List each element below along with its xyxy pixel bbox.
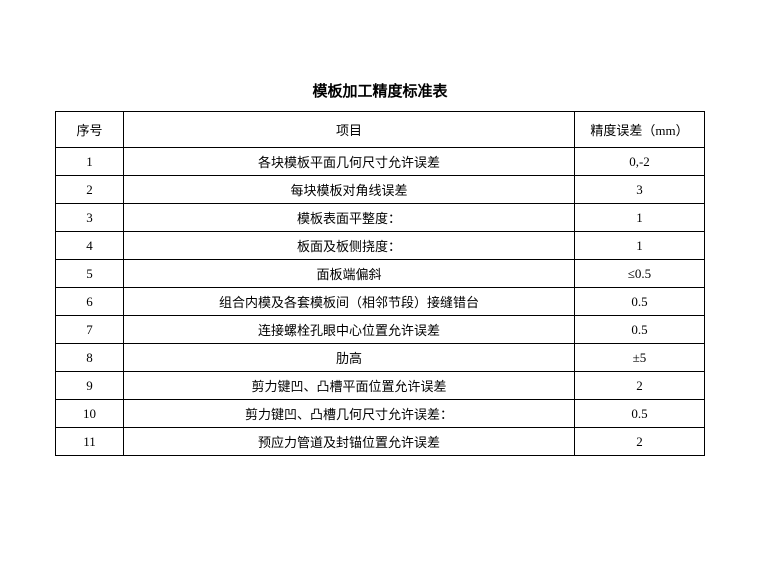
header-precision: 精度误差（mm） (575, 112, 705, 148)
cell-precision: 2 (575, 372, 705, 400)
cell-precision: 3 (575, 176, 705, 204)
cell-item: 肋高 (124, 344, 575, 372)
cell-item: 预应力管道及封锚位置允许误差 (124, 428, 575, 456)
cell-item: 剪力键凹、凸槽几何尺寸允许误差： (124, 400, 575, 428)
cell-item: 模板表面平整度： (124, 204, 575, 232)
cell-seq: 2 (56, 176, 124, 204)
table-row: 4板面及板侧挠度：1 (56, 232, 705, 260)
cell-seq: 7 (56, 316, 124, 344)
cell-precision: 2 (575, 428, 705, 456)
cell-item: 剪力键凹、凸槽平面位置允许误差 (124, 372, 575, 400)
cell-seq: 3 (56, 204, 124, 232)
table-row: 8肋高±5 (56, 344, 705, 372)
cell-item: 各块模板平面几何尺寸允许误差 (124, 148, 575, 176)
header-item: 项目 (124, 112, 575, 148)
table-row: 7连接螺栓孔眼中心位置允许误差0.5 (56, 316, 705, 344)
cell-seq: 8 (56, 344, 124, 372)
cell-seq: 1 (56, 148, 124, 176)
cell-item: 连接螺栓孔眼中心位置允许误差 (124, 316, 575, 344)
table-header-row: 序号 项目 精度误差（mm） (56, 112, 705, 148)
table-row: 10剪力键凹、凸槽几何尺寸允许误差：0.5 (56, 400, 705, 428)
cell-item: 组合内模及各套模板间（相邻节段）接缝错台 (124, 288, 575, 316)
cell-seq: 5 (56, 260, 124, 288)
table-row: 1各块模板平面几何尺寸允许误差0,-2 (56, 148, 705, 176)
cell-precision: 0.5 (575, 288, 705, 316)
cell-seq: 6 (56, 288, 124, 316)
table-row: 9剪力键凹、凸槽平面位置允许误差2 (56, 372, 705, 400)
table-row: 6组合内模及各套模板间（相邻节段）接缝错台0.5 (56, 288, 705, 316)
cell-item: 面板端偏斜 (124, 260, 575, 288)
cell-precision: 0,-2 (575, 148, 705, 176)
cell-seq: 9 (56, 372, 124, 400)
cell-precision: ±5 (575, 344, 705, 372)
header-seq: 序号 (56, 112, 124, 148)
cell-precision: ≤0.5 (575, 260, 705, 288)
table-row: 3模板表面平整度：1 (56, 204, 705, 232)
table-row: 5面板端偏斜≤0.5 (56, 260, 705, 288)
table-row: 2每块模板对角线误差3 (56, 176, 705, 204)
cell-precision: 0.5 (575, 400, 705, 428)
table-title: 模板加工精度标准表 (55, 80, 705, 101)
cell-seq: 4 (56, 232, 124, 260)
table-row: 11预应力管道及封锚位置允许误差2 (56, 428, 705, 456)
cell-item: 板面及板侧挠度： (124, 232, 575, 260)
cell-precision: 0.5 (575, 316, 705, 344)
cell-precision: 1 (575, 204, 705, 232)
cell-precision: 1 (575, 232, 705, 260)
cell-seq: 10 (56, 400, 124, 428)
table-body: 1各块模板平面几何尺寸允许误差0,-22每块模板对角线误差33模板表面平整度：1… (56, 148, 705, 456)
cell-seq: 11 (56, 428, 124, 456)
cell-item: 每块模板对角线误差 (124, 176, 575, 204)
precision-standards-table: 序号 项目 精度误差（mm） 1各块模板平面几何尺寸允许误差0,-22每块模板对… (55, 111, 705, 456)
